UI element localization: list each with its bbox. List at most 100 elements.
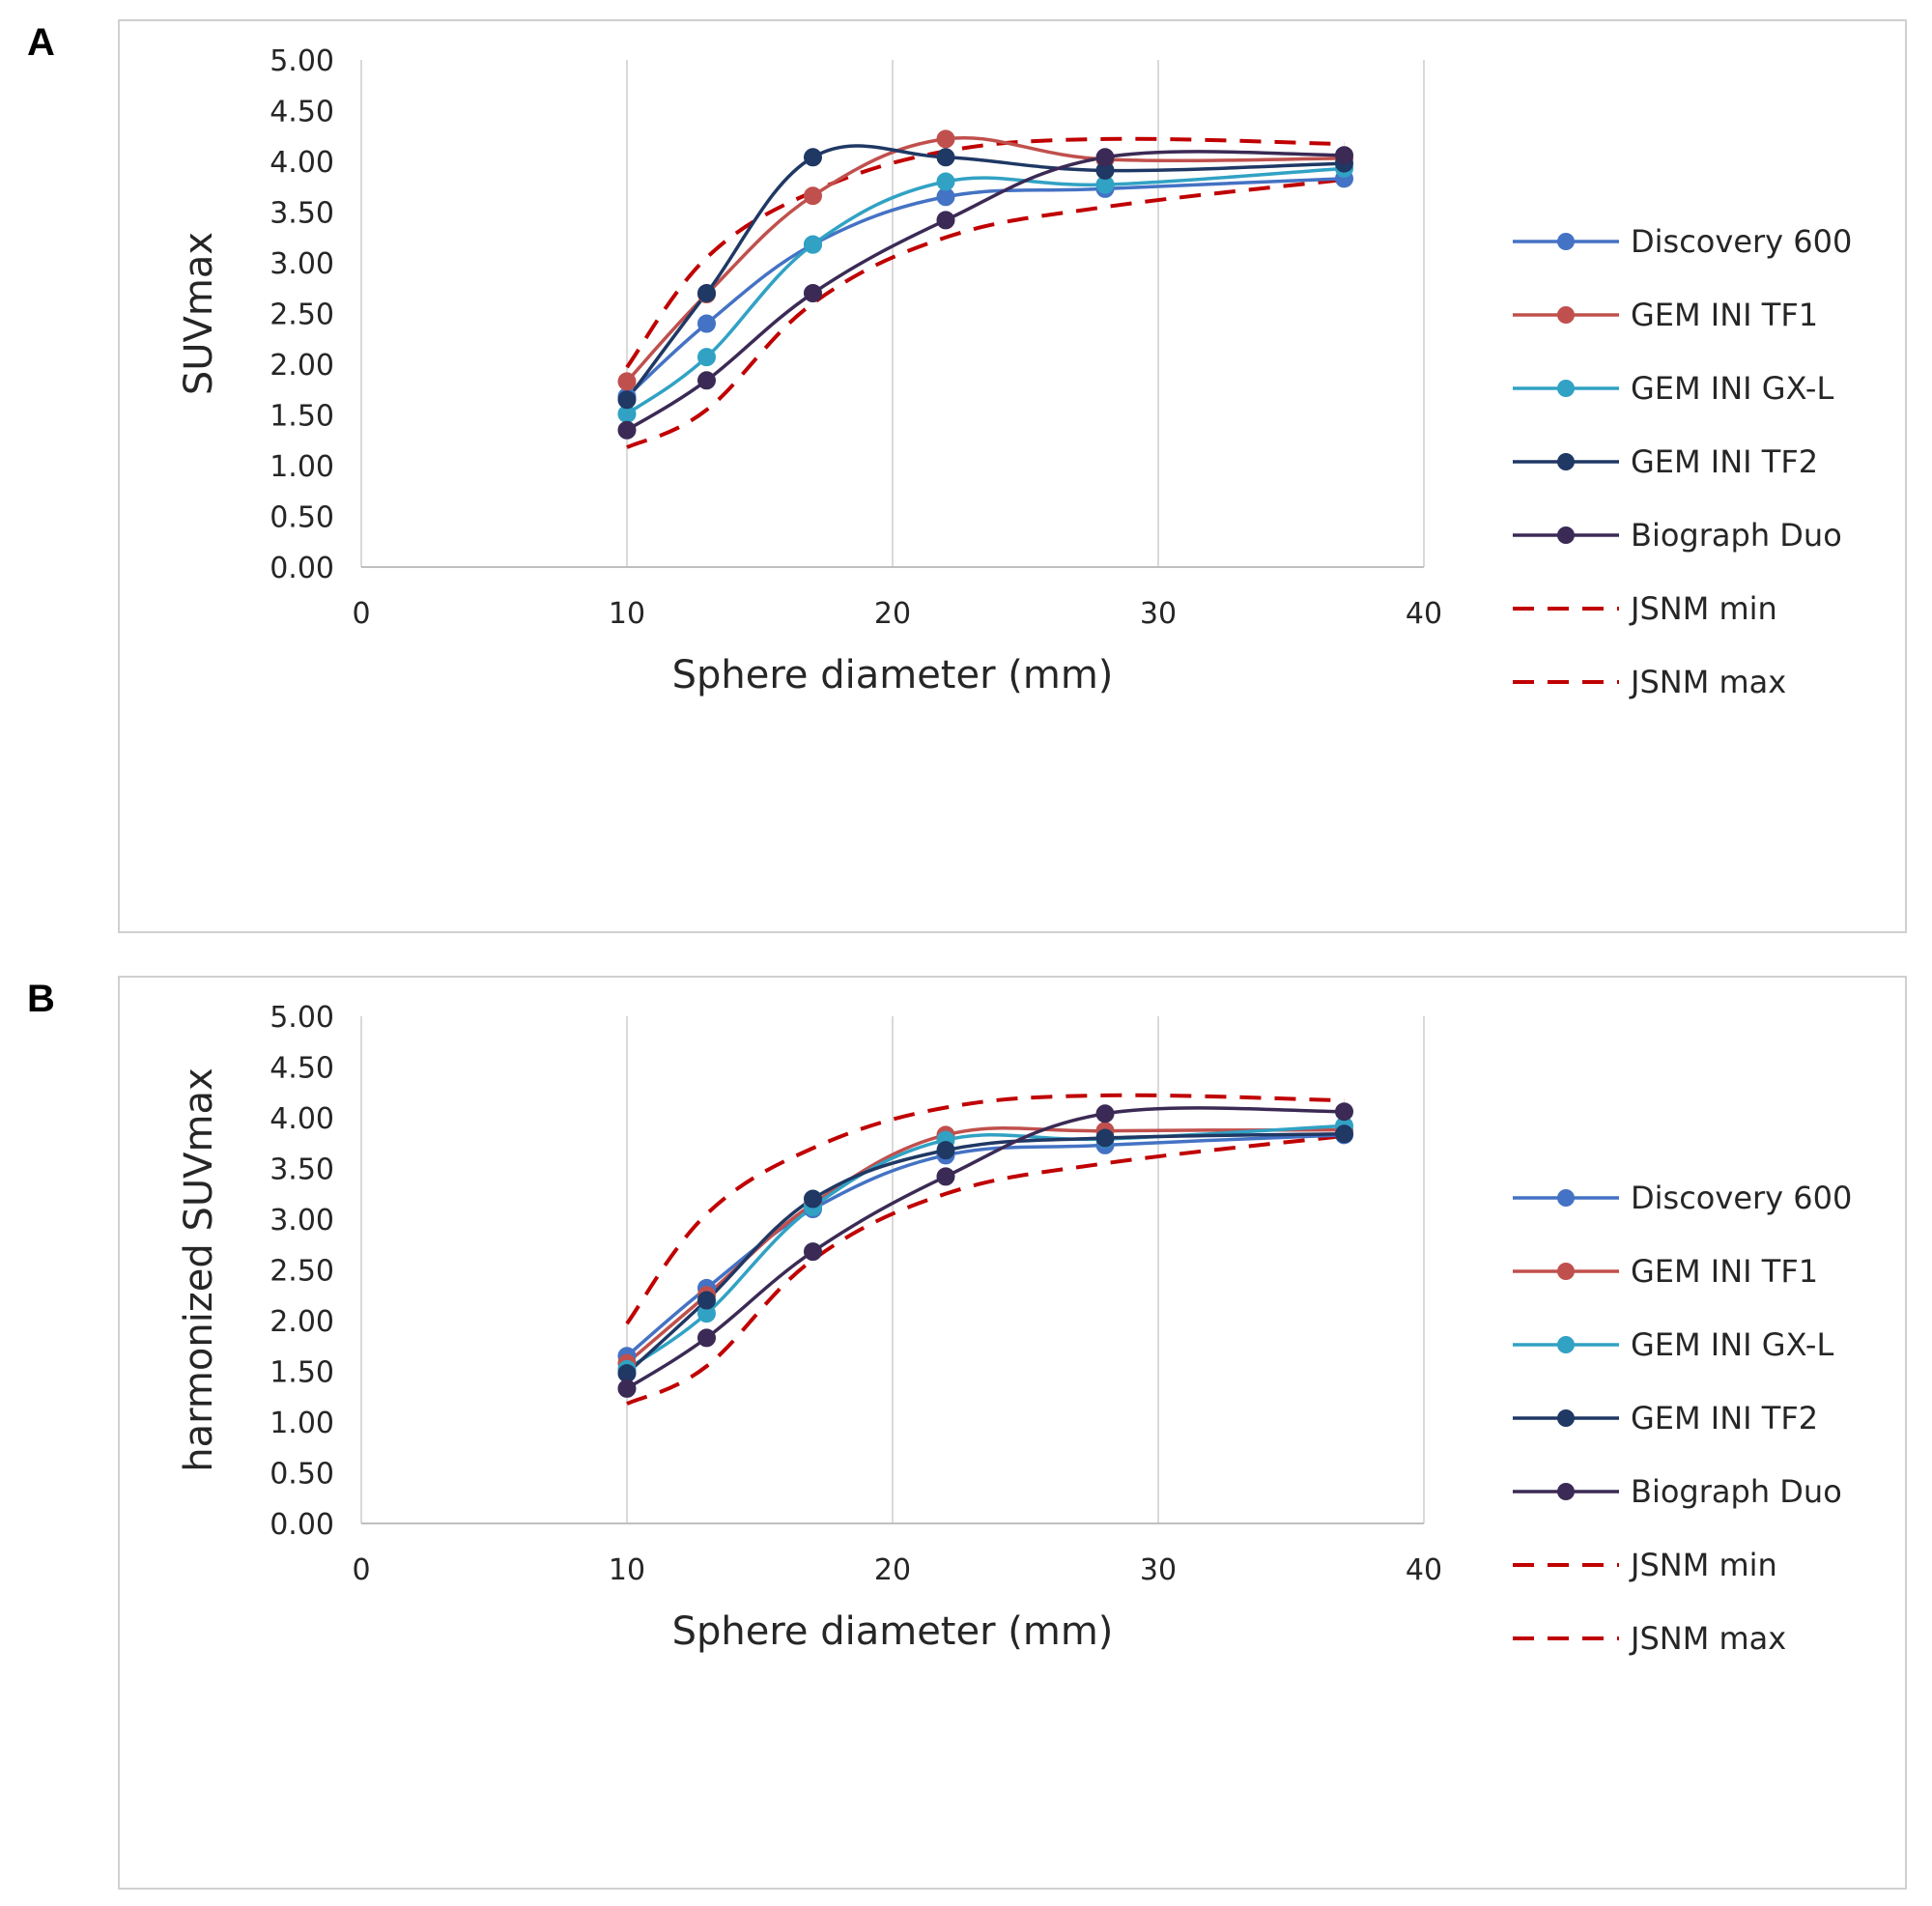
chart-a-series-line-biograph-duo bbox=[626, 150, 1345, 432]
chart-a-data-point bbox=[617, 372, 637, 391]
chart-b-series-line-gem-ini-tf2 bbox=[625, 1132, 1345, 1375]
chart-a-data-point bbox=[936, 172, 955, 191]
chart-b-data-point bbox=[1335, 1124, 1353, 1144]
chart-b-series-line-gem-ini-gx-l bbox=[625, 1124, 1345, 1371]
chart-a-data-point bbox=[697, 314, 716, 333]
chart-a-legend-marker bbox=[1557, 380, 1575, 397]
chart-a-legend-label: GEM INI TF1 bbox=[1631, 297, 1818, 333]
chart-b-y-tick-label: 2.00 bbox=[270, 1305, 334, 1339]
chart-b-data-point bbox=[617, 1379, 637, 1398]
chart-a-legend-marker bbox=[1557, 306, 1575, 324]
chart-a-y-tick-label: 3.00 bbox=[270, 247, 334, 281]
chart-b-data-point bbox=[804, 1242, 822, 1262]
chart-a-data-point bbox=[697, 371, 716, 390]
chart-a-data-point bbox=[804, 186, 822, 206]
chart-a-data-point bbox=[1095, 148, 1115, 167]
chart-b-legend-marker bbox=[1557, 1409, 1575, 1427]
chart-a-y-tick-label: 4.50 bbox=[270, 96, 334, 129]
chart-a-data-point bbox=[617, 390, 637, 410]
chart-b-x-tick-label: 10 bbox=[609, 1553, 645, 1587]
chart-b-legend-marker bbox=[1557, 1483, 1575, 1500]
chart-a-data-point bbox=[804, 235, 822, 254]
chart-a-y-tick-label: 0.50 bbox=[270, 501, 334, 535]
chart-a-series-line-discovery-600 bbox=[625, 177, 1345, 398]
chart-a-legend-label: GEM INI GX-L bbox=[1631, 370, 1833, 407]
chart-a-y-tick-label: 3.50 bbox=[270, 197, 334, 231]
chart-a-legend-label: JSNM max bbox=[1629, 664, 1786, 700]
panel-a-frame: 0.00 0.50 1.00 1.50 2.00 2.50 3.00 3.50 4.00 4.50… bbox=[118, 19, 1907, 933]
chart-a-y-tick-label: 1.50 bbox=[270, 400, 334, 434]
chart-b-y-axis-title: harmonized SUVmax bbox=[177, 1067, 221, 1471]
chart-b-legend-label: JSNM max bbox=[1629, 1620, 1786, 1657]
chart-a-legend-label: JSNM min bbox=[1629, 590, 1777, 627]
chart-b-legend-marker bbox=[1557, 1336, 1575, 1353]
chart-b-y-tick-label: 3.00 bbox=[270, 1204, 334, 1237]
chart-a-data-point bbox=[804, 148, 822, 167]
chart-b-data-point bbox=[697, 1291, 716, 1310]
chart-b-data-point bbox=[804, 1189, 822, 1209]
chart-a: 0.00 0.50 1.00 1.50 2.00 2.50 3.00 3.50 4.00 4.50… bbox=[177, 44, 1852, 700]
chart-b-y-tick-label: 5.00 bbox=[270, 1001, 334, 1035]
chart-a-data-point bbox=[936, 148, 955, 167]
chart-b-legend-label: GEM INI GX-L bbox=[1631, 1326, 1833, 1363]
chart-a-data-point bbox=[1335, 146, 1353, 165]
chart-a-series-line-jsnm-min bbox=[626, 177, 1345, 449]
chart-a-x-tick-label: 40 bbox=[1406, 597, 1442, 631]
chart-b: 0.00 0.50 1.00 1.50 2.00 2.50 3.00 3.50 4.00 4.50… bbox=[177, 1001, 1852, 1657]
chart-b-data-point bbox=[1335, 1102, 1353, 1122]
chart-a-y-tick-label: 2.00 bbox=[270, 349, 334, 383]
chart-b-data-point bbox=[936, 1167, 955, 1186]
chart-a-y-tick-label: 4.00 bbox=[270, 146, 334, 180]
chart-a-x-tick-label: 0 bbox=[352, 597, 370, 631]
chart-a-x-tick-label: 30 bbox=[1140, 597, 1177, 631]
chart-a-series-line-gem-ini-gx-l bbox=[625, 166, 1345, 415]
chart-a-data-point bbox=[936, 129, 955, 149]
chart-b-y-tick-label: 1.00 bbox=[270, 1407, 334, 1440]
chart-a-legend-label: GEM INI TF2 bbox=[1631, 443, 1818, 480]
chart-a-data-point bbox=[697, 284, 716, 302]
chart-a-legend-label: Discovery 600 bbox=[1631, 223, 1852, 260]
chart-b-y-tick-label: 4.50 bbox=[270, 1052, 334, 1086]
chart-b-x-axis-title: Sphere diameter (mm) bbox=[672, 1609, 1114, 1654]
chart-a-data-point bbox=[697, 348, 716, 367]
chart-b-data-point bbox=[697, 1328, 716, 1348]
chart-b-x-tick-label: 0 bbox=[352, 1553, 370, 1587]
chart-b-x-tick-label: 20 bbox=[874, 1553, 911, 1587]
chart-a-data-point bbox=[936, 211, 955, 230]
chart-b-y-tick-label: 0.00 bbox=[270, 1508, 334, 1542]
chart-b-x-tick-label: 30 bbox=[1140, 1553, 1177, 1587]
chart-b-x-tick-label: 40 bbox=[1406, 1553, 1442, 1587]
chart-b-legend-label: JSNM min bbox=[1629, 1547, 1777, 1583]
chart-a-legend-marker bbox=[1557, 233, 1575, 250]
chart-b-legend-label: GEM INI TF2 bbox=[1631, 1400, 1818, 1437]
chart-b-series-line-gem-ini-tf1 bbox=[625, 1126, 1345, 1365]
chart-b-legend-label: Discovery 600 bbox=[1631, 1180, 1852, 1216]
chart-a-y-tick-label: 5.00 bbox=[270, 44, 334, 78]
chart-b-legend-marker bbox=[1557, 1263, 1575, 1280]
chart-b-legend-label: Biograph Duo bbox=[1631, 1473, 1842, 1510]
chart-a-x-tick-label: 10 bbox=[609, 597, 645, 631]
chart-a-y-tick-label: 1.00 bbox=[270, 450, 334, 484]
chart-a-legend-marker bbox=[1557, 526, 1575, 544]
chart-b-y-tick-label: 1.50 bbox=[270, 1356, 334, 1390]
chart-b-data-point bbox=[1095, 1128, 1115, 1148]
chart-a-y-tick-label: 0.00 bbox=[270, 552, 334, 585]
chart-b-series-line-jsnm-max bbox=[625, 1093, 1345, 1325]
chart-a-y-tick-label: 2.50 bbox=[270, 299, 334, 332]
chart-b-y-tick-label: 0.50 bbox=[270, 1458, 334, 1492]
panel-b-label: B bbox=[27, 978, 55, 1020]
chart-b-y-tick-label: 2.50 bbox=[270, 1255, 334, 1289]
panel-a-label: A bbox=[27, 21, 55, 64]
chart-a-series-line-jsnm-max bbox=[625, 136, 1345, 369]
chart-b-y-tick-label: 4.00 bbox=[270, 1102, 334, 1136]
chart-a-x-tick-label: 20 bbox=[874, 597, 911, 631]
chart-a-series-line-gem-ini-tf1 bbox=[625, 135, 1345, 384]
chart-b-series-line-jsnm-min bbox=[626, 1133, 1345, 1406]
chart-b-y-tick-label: 3.50 bbox=[270, 1153, 334, 1187]
chart-a-data-point bbox=[617, 420, 637, 440]
chart-b-data-point bbox=[936, 1141, 955, 1160]
chart-b-data-point bbox=[1095, 1104, 1115, 1124]
chart-a-legend-marker bbox=[1557, 453, 1575, 470]
chart-a-x-axis-title: Sphere diameter (mm) bbox=[672, 653, 1114, 697]
chart-a-y-axis-title: SUVmax bbox=[177, 232, 221, 395]
